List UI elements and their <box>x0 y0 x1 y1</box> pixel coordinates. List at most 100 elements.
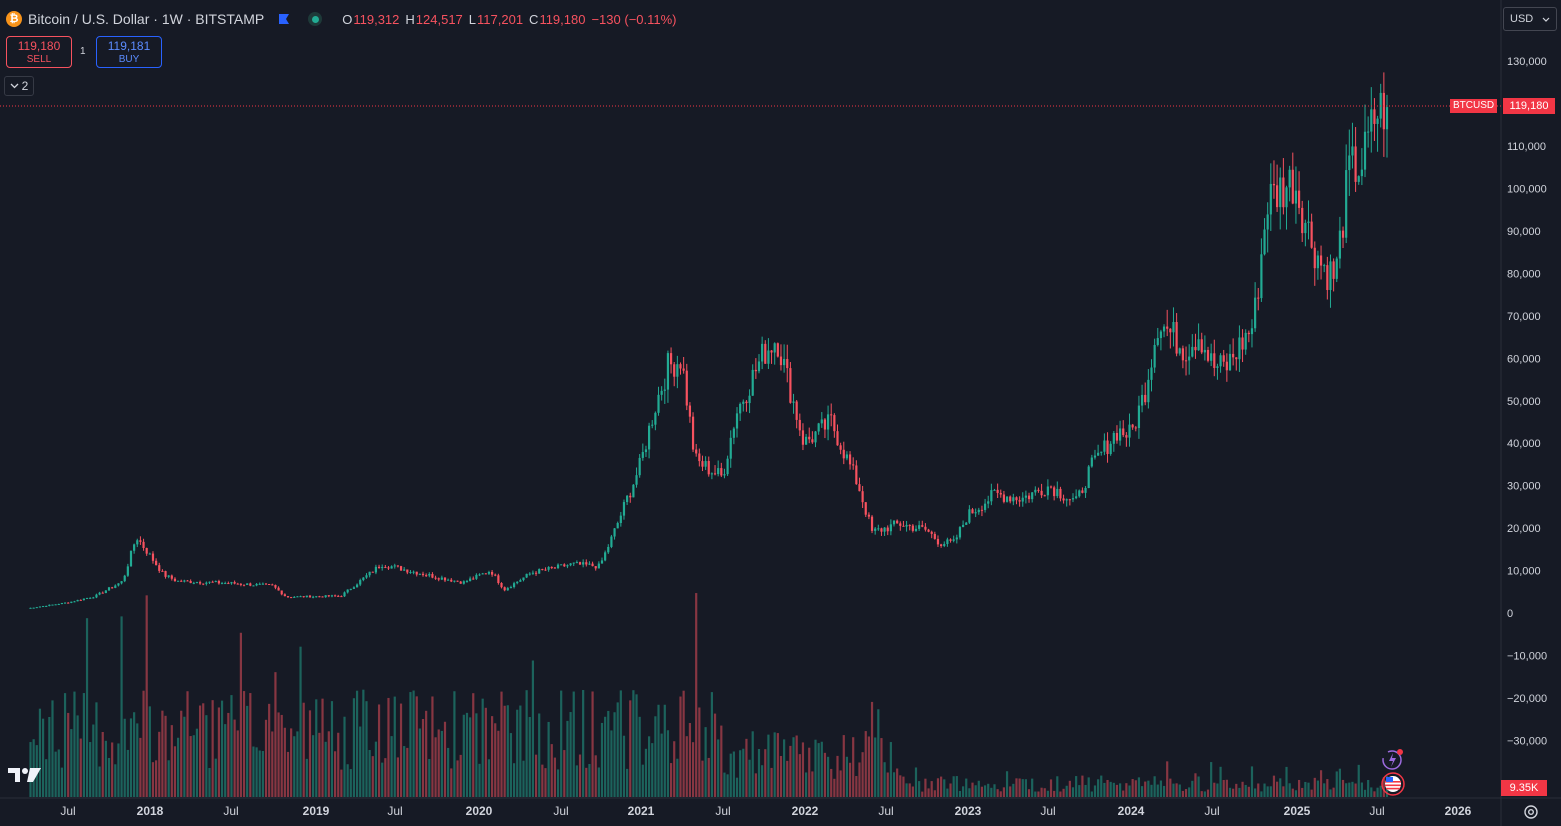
volume-bar <box>183 716 186 797</box>
gear-icon[interactable] <box>1522 803 1540 821</box>
volume-bar <box>619 690 622 797</box>
volume-bar <box>384 758 387 797</box>
volume-bar <box>494 723 497 797</box>
candle-body <box>1090 457 1093 467</box>
candle-body <box>82 598 85 601</box>
volume-bar <box>368 750 371 797</box>
volume-bar <box>343 716 346 797</box>
currency-selector[interactable]: USD <box>1503 7 1557 31</box>
candle-body <box>622 502 626 516</box>
quantity[interactable]: 1 <box>80 46 86 57</box>
volume-bar <box>710 692 713 797</box>
candle-body <box>340 596 343 598</box>
volume-bar <box>874 737 877 797</box>
candle-body <box>396 565 399 567</box>
candle-body <box>946 539 949 544</box>
volume-bar <box>745 738 748 797</box>
tradingview-logo-icon[interactable] <box>8 766 42 784</box>
candle-body <box>180 580 183 582</box>
volume-bar <box>647 736 651 797</box>
volume-bar <box>1169 778 1172 797</box>
volume-bar <box>73 691 76 797</box>
volume-bar <box>704 727 707 797</box>
spark-icon[interactable] <box>1380 748 1406 770</box>
candle-body <box>1103 440 1106 452</box>
volume-bar <box>1034 791 1037 797</box>
candle-body <box>1012 497 1015 502</box>
volume-bar <box>381 762 384 797</box>
candle-body <box>1184 360 1188 362</box>
candle-body <box>1122 428 1125 436</box>
volume-bar <box>217 707 221 797</box>
candle-body <box>296 596 299 598</box>
candle-body <box>798 419 801 431</box>
volume-bar <box>418 728 421 797</box>
candle-body <box>958 527 962 538</box>
candle-body <box>63 602 67 604</box>
volume-bar <box>534 754 538 797</box>
candle-body <box>764 343 767 364</box>
candle-body <box>1031 492 1034 500</box>
volume-bar <box>1172 783 1175 797</box>
candle-body <box>399 566 403 571</box>
candle-body <box>509 587 513 589</box>
volume-bar <box>695 593 698 797</box>
buy-button[interactable]: 119,181 BUY <box>96 36 162 68</box>
volume-bar <box>1027 789 1031 797</box>
symbol-title[interactable]: Bitcoin / U.S. Dollar · 1W · BITSTAMP <box>28 11 265 27</box>
candle-body <box>1316 255 1320 269</box>
volume-bar <box>133 712 136 797</box>
candle-body <box>333 595 337 597</box>
candle-body <box>550 566 553 568</box>
candle-body <box>669 353 673 365</box>
candle-body <box>594 566 597 569</box>
candle-body <box>384 567 387 569</box>
sell-price: 119,180 <box>17 39 61 53</box>
sell-button[interactable]: 119,180 SELL <box>6 36 72 68</box>
candle-body <box>421 573 425 576</box>
candle-body <box>616 523 619 529</box>
candle-body <box>362 577 365 581</box>
candle-body <box>456 580 459 582</box>
indicators-toggle-button[interactable]: 2 <box>4 76 34 96</box>
candle-body <box>867 514 870 517</box>
volume-bar <box>490 716 494 797</box>
candle-body <box>858 484 861 492</box>
candle-body <box>905 524 908 527</box>
candle-body <box>120 581 123 584</box>
candle-body <box>1027 495 1031 500</box>
volume-bar <box>1351 781 1354 797</box>
symbol-legend: ₿ Bitcoin / U.S. Dollar · 1W · BITSTAMP … <box>6 9 677 29</box>
volume-bar <box>1144 781 1147 797</box>
volume-bar <box>472 693 475 797</box>
candle-body <box>1093 455 1097 458</box>
volume-bar <box>1250 766 1254 797</box>
candle-body <box>1241 337 1244 350</box>
candle-body <box>528 573 531 575</box>
candle-body <box>1087 466 1090 488</box>
volume-bar <box>1335 771 1338 797</box>
volume-bars <box>29 593 1389 797</box>
candle-body <box>553 567 556 569</box>
volume-bar <box>359 726 362 797</box>
volume-bar <box>1053 790 1056 797</box>
candle-body <box>425 575 428 577</box>
volume-bar <box>845 756 849 797</box>
volume-bar <box>305 758 308 797</box>
candle-body <box>739 403 742 414</box>
volume-bar <box>635 694 638 797</box>
candle-body <box>453 580 456 582</box>
candle-body <box>161 570 164 572</box>
flag-icon[interactable] <box>278 13 290 25</box>
candle-body <box>302 596 305 598</box>
us-flag-icon[interactable] <box>1381 772 1405 796</box>
candle-body <box>823 419 827 430</box>
candle-body <box>41 606 45 608</box>
candle-body <box>98 592 101 595</box>
volume-bar <box>396 757 399 797</box>
candle-body <box>1137 405 1141 429</box>
candle-body <box>1288 169 1291 188</box>
low-value: 117,201 <box>477 11 524 27</box>
ohlc-values: O119,312 H124,517 L117,201 C119,180 −130… <box>342 12 676 27</box>
